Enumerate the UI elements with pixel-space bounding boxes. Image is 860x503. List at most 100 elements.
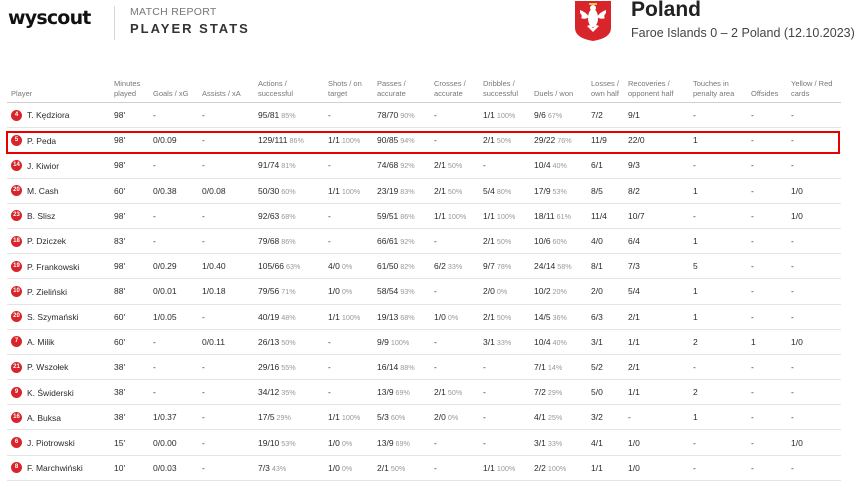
stat-cell-dribbles: - (479, 379, 530, 406)
stat-cell-passes: 2/1 50% (373, 455, 430, 481)
stat-value: 4/0 (328, 261, 340, 272)
stat-value: 3/1 (534, 437, 546, 448)
stat-value: 11/4 (591, 210, 607, 221)
player-name[interactable]: P. Dziczek (27, 236, 67, 247)
player-name[interactable]: J. Kiwior (27, 160, 60, 171)
stat-value: 98' (114, 210, 126, 221)
stat-value: 1/0 (328, 286, 340, 297)
table-row[interactable]: 4 T. Kędziora 98' - -95/81 85% -78/70 90% -1/1 10… (7, 102, 841, 129)
stat-cell-actions: 79/56 71% (254, 278, 324, 305)
stat-value: - (153, 160, 156, 171)
table-row[interactable]: 6 J. Piotrowski 15' 0/0.00-19/10 53% 1/0 0% 13/… (7, 429, 841, 456)
stat-cell-assists: - (198, 152, 254, 179)
stat-cell-min: 10' (110, 455, 149, 481)
table-row[interactable]: 5 P. Peda 98' 0/0.09-129/111 86% 1/1 100% 90/85… (7, 127, 841, 154)
player-name[interactable]: T. Kędziora (27, 110, 70, 121)
player-name[interactable]: J. Piotrowski (27, 437, 75, 448)
stat-percent: 85% (281, 111, 296, 121)
stat-value: 10/2 (534, 286, 551, 297)
stat-cell-min: 98' (110, 102, 149, 129)
player-name[interactable]: P. Zieliński (27, 286, 67, 297)
stat-cell-offsides: - (747, 203, 787, 229)
stat-cell-actions: 129/111 86% (254, 127, 324, 154)
player-name[interactable]: K. Świderski (27, 387, 74, 398)
stat-value: 2/2 (534, 462, 546, 473)
stat-cell-min: 83' (110, 228, 149, 255)
stat-value: 10/6 (534, 236, 551, 247)
stat-percent: 29% (547, 388, 563, 398)
table-row[interactable]: 19 P. Frankowski 98' 0/0.29 1/0.40 105/66 63% 4… (7, 253, 841, 280)
stat-percent: 29% (276, 413, 291, 423)
stat-percent: 100% (341, 413, 361, 423)
stat-cell-goals: - (149, 329, 198, 355)
stat-value: 0/0.03 (153, 462, 177, 473)
stat-cell-cards: - (787, 152, 841, 179)
stat-cell-duels: 10/6 60% (530, 228, 587, 255)
stat-value: 79/56 (258, 286, 280, 297)
stat-cell-shots: 1/1 100% (324, 404, 373, 431)
stat-cell-passes: 13/9 69% (373, 379, 430, 406)
stat-value: - (751, 236, 754, 247)
stat-cell-assists: 0/0.08 (198, 178, 254, 204)
stat-cell-min: 15' (110, 429, 149, 456)
stat-value: 1/0 (791, 185, 803, 196)
stat-cell-losses: 5/2 (587, 354, 624, 381)
stat-percent: 0% (341, 262, 353, 272)
stat-value: - (202, 135, 205, 146)
stat-percent: 100% (496, 211, 516, 221)
stat-percent: 88% (400, 362, 415, 372)
table-row[interactable]: 9 K. Świderski 38' - -34/12 35% -13/9 69% 2/1 50%… (7, 379, 841, 406)
player-name[interactable]: S. Szymański (27, 311, 79, 322)
table-row[interactable]: 10 P. Zieliński 88' 0/0.01 1/0.18 79/56 71% 1/0… (7, 278, 841, 305)
table-row[interactable]: 7 A. Milik 60' -0/0.11 26/13 50% -9/9 100% -3/1 3… (7, 329, 841, 355)
jersey-number-badge: 6 (11, 437, 22, 449)
stat-value: 38' (114, 412, 126, 423)
player-name[interactable]: M. Cash (27, 185, 59, 196)
stat-value: - (751, 387, 754, 398)
player-name[interactable]: F. Marchwiński (27, 462, 83, 473)
stat-cell-duels: 10/4 40% (530, 152, 587, 179)
table-row[interactable]: 23 B. Slisz 98' - -92/63 68% -59/51 86% 1/1 100% 1… (7, 203, 841, 229)
column-header: Crosses / accurate (430, 75, 479, 103)
stat-cell-goals: 1/0.37 (149, 404, 198, 431)
stat-value: 2 (693, 336, 698, 347)
player-cell: 7 A. Milik (7, 329, 110, 355)
stat-cell-dribbles: 2/1 50% (479, 304, 530, 330)
table-row[interactable]: 20 S. Szymański 60' 1/0.05-40/19 48% 1/1 100% 1… (7, 304, 841, 330)
stat-value: - (693, 462, 696, 473)
player-name[interactable]: P. Peda (27, 135, 57, 146)
stat-value: 1/1 (483, 210, 495, 221)
column-header: Shots / on target (324, 75, 373, 103)
stat-value: 79/68 (258, 236, 280, 247)
player-name[interactable]: B. Slisz (27, 210, 56, 221)
stat-cell-duels: 7/2 29% (530, 379, 587, 406)
stat-value: - (153, 236, 156, 247)
table-row[interactable]: 14 J. Kiwior 98' - -91/74 81% -74/68 92% 2/1 50% -… (7, 152, 841, 179)
stat-cell-duels: 7/1 14% (530, 354, 587, 381)
stat-value: 1/1 (328, 135, 340, 146)
player-name[interactable]: P. Frankowski (27, 261, 80, 272)
player-name[interactable]: P. Wszołek (27, 362, 69, 373)
stat-cell-min: 38' (110, 379, 149, 406)
stat-value: - (202, 437, 205, 448)
stat-percent: 69% (395, 388, 410, 398)
header-divider (114, 6, 115, 40)
stat-percent: 50% (447, 388, 463, 398)
stat-value: - (483, 412, 486, 423)
table-row[interactable]: 21 P. Wszołek 38' - -29/16 55% -16/14 88% - -7/1 1… (7, 354, 841, 381)
player-name[interactable]: A. Milik (27, 336, 55, 347)
stat-cell-actions: 92/63 68% (254, 203, 324, 229)
stat-percent: 50% (447, 186, 463, 196)
stat-cell-passes: 5/3 60% (373, 404, 430, 431)
stat-cell-passes: 16/14 88% (373, 354, 430, 381)
stat-percent: 33% (447, 262, 463, 272)
stat-cell-min: 88' (110, 278, 149, 305)
table-row[interactable]: 20 M. Cash 60' 0/0.38 0/0.08 50/30 60% 1/1 100% 2… (7, 178, 841, 204)
player-cell: 9 K. Świderski (7, 379, 110, 406)
player-name[interactable]: A. Buksa (27, 412, 62, 423)
table-row[interactable]: 8 F. Marchwiński 10' 0/0.03-7/3 43% 1/0 0% 2/1 5… (7, 455, 841, 481)
table-row[interactable]: 18 P. Dziczek 83' - -79/68 86% -66/61 92% -2/1 50… (7, 228, 841, 255)
table-row[interactable]: 16 A. Buksa 38' 1/0.37-17/5 29% 1/1 100% 5/3 60%… (7, 404, 841, 431)
stat-value: - (791, 311, 794, 322)
stat-cell-passes: 66/61 92% (373, 228, 430, 255)
